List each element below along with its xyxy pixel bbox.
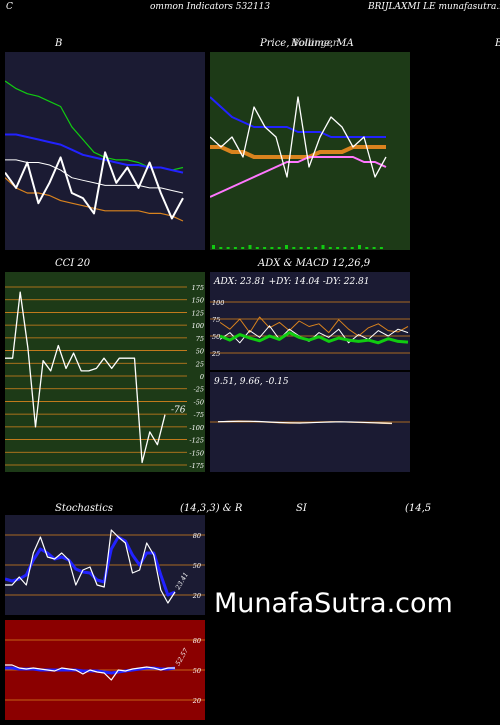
- bollinger-background: [5, 52, 205, 250]
- pv-volume-bar: [277, 247, 281, 249]
- cci-tick-label: -75: [194, 411, 204, 419]
- pv-ma-pink-line: [210, 156, 387, 198]
- stoch-tick-label: 20: [192, 592, 201, 600]
- pv-volume-bar: [336, 247, 340, 249]
- cci-tick-label: -25: [194, 386, 204, 394]
- pv-price-line: [210, 96, 387, 178]
- bollinger-panel: [5, 52, 205, 250]
- adx-values-text: ADX: 23.81 +DY: 14.04 -DY: 22.81: [213, 277, 370, 287]
- pv-volume-bar: [328, 247, 332, 249]
- stoch-params: (14,3,3) & R: [180, 503, 243, 514]
- adx-tick-label: 100: [212, 299, 224, 307]
- adx-background: [210, 272, 410, 370]
- cci-last-value-label: -76: [171, 406, 186, 416]
- adx-plus-dy-line: [219, 316, 409, 337]
- bb-panel-title: B: [55, 38, 63, 49]
- cci-tick-label: 150: [192, 297, 204, 305]
- watermark-text: MunafaSutra.com: [214, 588, 453, 619]
- rsi-params: (14,5: [405, 503, 432, 514]
- price-panel-overlay-title: Bollinger: [291, 38, 338, 49]
- rsi-tick-label: 20: [192, 697, 201, 705]
- cci-line: [5, 291, 166, 464]
- cci-tick-label: -50: [194, 398, 204, 406]
- rsi-tick-label: 80: [193, 637, 201, 645]
- rsi-tick-label: 50: [193, 667, 201, 675]
- pv-volume-bar: [285, 245, 288, 249]
- right-cut-title: B: [495, 38, 500, 49]
- cci-tick-label: 25: [195, 360, 204, 368]
- cci-tick-label: -125: [189, 437, 204, 445]
- pv-volume-bar: [248, 245, 252, 249]
- adx-tick-label: 75: [212, 316, 220, 324]
- macd-values-text: 9.51, 9.66, -0.15: [214, 377, 289, 387]
- rsi-panel-title: SI: [296, 503, 307, 514]
- adx-panel: 100 75 50 25 ADX: 23.81 +DY: 14.04 -DY: 22.…: [210, 272, 410, 370]
- pv-volume-bar: [212, 245, 215, 249]
- pv-volume-bar: [255, 247, 259, 249]
- bb-price-line: [5, 151, 184, 220]
- adx-tick-label: 25: [211, 350, 220, 358]
- pv-volume-bar: [372, 247, 376, 249]
- pv-volume-bar: [350, 247, 354, 249]
- price-panel-title: Price, Volume, MA: [260, 38, 354, 49]
- pv-volume-bar: [358, 245, 361, 249]
- cci-tick-label: 100: [192, 322, 204, 330]
- cci-tick-label: 0: [200, 373, 204, 381]
- pv-volume-bar: [314, 247, 318, 249]
- header-title: ommon Indicators 532113: [150, 2, 271, 12]
- pv-ma-orange-line: [210, 145, 386, 159]
- cci-panel: 175 150 125 100 75 50 25 0 -25 -50 -75 -100 -125 -150…: [5, 272, 205, 472]
- stoch-tick-label: 50: [193, 562, 201, 570]
- adx-tick-label: 50: [212, 333, 220, 341]
- cci-tick-label: 50: [196, 348, 204, 356]
- pv-volume-bar: [321, 245, 325, 249]
- pv-volume-bar: [241, 247, 245, 249]
- price-volume-panel: [210, 52, 410, 250]
- macd-panel: 9.51, 9.66, -0.15: [210, 372, 410, 472]
- adx-line: [219, 331, 409, 345]
- pv-volume-bar: [263, 247, 267, 249]
- pv-volume-bar: [270, 247, 274, 249]
- cci-tick-label: 125: [192, 309, 204, 317]
- header-left-letter: C: [6, 2, 13, 12]
- cci-background: [5, 272, 205, 472]
- bb-middle-line: [5, 133, 184, 174]
- stoch-panel-title: Stochastics: [55, 503, 113, 514]
- pv-volume-bar: [219, 247, 223, 249]
- header-site: BRIJLAXMI LE munafasutra.in: [368, 2, 500, 12]
- stoch-tick-label: 80: [193, 532, 201, 540]
- pv-volume-bar: [365, 247, 369, 249]
- pv-ma-blue-line: [210, 96, 386, 138]
- pv-volume-bar: [292, 247, 296, 249]
- pv-volume-bar: [226, 247, 230, 249]
- bb-ma-line: [5, 159, 184, 194]
- cci-tick-label: 75: [196, 335, 204, 343]
- pv-volume-bar: [306, 247, 310, 249]
- pv-volume-bar: [233, 247, 237, 249]
- pv-volume-bar: [343, 247, 347, 249]
- adx-macd-panel-title: ADX & MACD 12,26,9: [258, 258, 371, 269]
- cci-tick-label: 175: [192, 284, 204, 292]
- rsi-line: [5, 664, 175, 681]
- macd-signal-line: [217, 420, 393, 424]
- stoch-d-line: [5, 535, 176, 597]
- rsi-ma-line: [5, 666, 176, 675]
- cci-tick-label: -150: [189, 449, 204, 457]
- cci-panel-title: CCI 20: [55, 258, 91, 269]
- stoch-k-line: [5, 529, 176, 604]
- pv-volume-bar: [379, 247, 383, 249]
- cci-tick-label: -100: [189, 424, 204, 432]
- pv-volume-bar: [299, 247, 303, 249]
- cci-tick-label: -175: [189, 462, 204, 470]
